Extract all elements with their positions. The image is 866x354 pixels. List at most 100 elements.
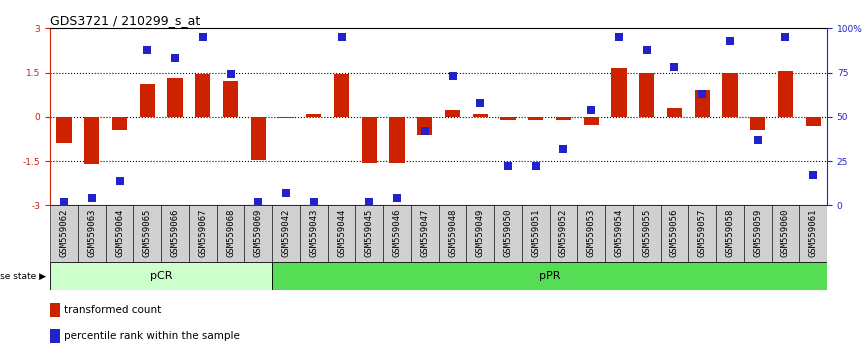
Text: GSM559061: GSM559061	[809, 208, 818, 257]
Point	[446, 73, 460, 79]
Point	[640, 47, 654, 52]
Text: GSM559058: GSM559058	[726, 208, 734, 257]
Bar	[661, 205, 688, 262]
Bar	[722, 73, 738, 117]
Text: GSM559067: GSM559067	[198, 208, 207, 257]
Bar	[578, 205, 605, 262]
Text: GSM559068: GSM559068	[226, 208, 235, 257]
Point	[362, 199, 376, 205]
Text: GSM559062: GSM559062	[60, 208, 68, 257]
Text: GSM559052: GSM559052	[559, 208, 568, 257]
Text: GSM559059: GSM559059	[753, 208, 762, 257]
Text: percentile rank within the sample: percentile rank within the sample	[64, 331, 240, 341]
Bar	[362, 117, 377, 162]
Bar	[244, 205, 272, 262]
Bar	[383, 205, 410, 262]
Bar	[556, 117, 571, 120]
Bar	[750, 117, 766, 130]
Point	[279, 190, 293, 196]
Point	[140, 47, 154, 52]
Bar	[584, 117, 599, 125]
Bar	[667, 108, 682, 117]
Bar	[688, 205, 716, 262]
Bar	[473, 114, 488, 117]
Point	[585, 107, 598, 113]
Bar	[639, 73, 655, 117]
Text: pCR: pCR	[150, 271, 172, 281]
Point	[695, 91, 709, 97]
Text: GSM559042: GSM559042	[281, 208, 290, 257]
Point	[779, 34, 792, 40]
Bar	[501, 117, 515, 120]
Bar	[106, 205, 133, 262]
Text: GSM559065: GSM559065	[143, 208, 152, 257]
Bar	[327, 205, 355, 262]
Text: GSM559063: GSM559063	[87, 208, 96, 257]
Bar	[278, 117, 294, 118]
Text: GSM559047: GSM559047	[420, 208, 430, 257]
Bar	[695, 90, 710, 117]
Bar	[84, 117, 100, 164]
Text: GSM559049: GSM559049	[475, 208, 485, 257]
Bar	[445, 110, 460, 117]
Bar	[300, 205, 327, 262]
Bar	[550, 205, 578, 262]
Bar	[494, 205, 522, 262]
Bar	[744, 205, 772, 262]
Bar	[189, 205, 216, 262]
Bar	[355, 205, 383, 262]
Bar	[805, 117, 821, 126]
Bar	[167, 79, 183, 117]
Bar	[611, 68, 627, 117]
Text: GDS3721 / 210299_s_at: GDS3721 / 210299_s_at	[50, 14, 200, 27]
Bar	[112, 117, 127, 130]
Bar	[410, 205, 439, 262]
Point	[307, 199, 320, 205]
Text: transformed count: transformed count	[64, 306, 161, 315]
Text: GSM559043: GSM559043	[309, 208, 319, 257]
Text: GSM559051: GSM559051	[531, 208, 540, 257]
Bar	[250, 117, 266, 160]
Bar	[50, 329, 60, 343]
Point	[474, 100, 488, 105]
Point	[334, 34, 348, 40]
Bar	[467, 205, 494, 262]
Bar	[133, 205, 161, 262]
Point	[196, 34, 210, 40]
Point	[85, 195, 99, 201]
Text: GSM559057: GSM559057	[698, 208, 707, 257]
Bar	[390, 117, 404, 162]
Text: GSM559056: GSM559056	[670, 208, 679, 257]
Bar	[223, 81, 238, 117]
Bar	[272, 205, 300, 262]
Point	[501, 164, 515, 169]
Text: disease state ▶: disease state ▶	[0, 272, 46, 281]
Bar	[161, 205, 189, 262]
Point	[417, 128, 431, 134]
Text: GSM559064: GSM559064	[115, 208, 124, 257]
Point	[557, 146, 571, 152]
Bar	[605, 205, 633, 262]
Point	[223, 72, 237, 77]
Text: GSM559054: GSM559054	[615, 208, 624, 257]
Text: GSM559066: GSM559066	[171, 208, 179, 257]
Bar	[50, 303, 60, 317]
Bar	[50, 262, 272, 290]
Point	[751, 137, 765, 143]
Bar	[772, 205, 799, 262]
Bar	[56, 117, 72, 143]
Text: GSM559044: GSM559044	[337, 208, 346, 257]
Point	[251, 199, 265, 205]
Bar	[78, 205, 106, 262]
Text: GSM559046: GSM559046	[392, 208, 402, 257]
Bar	[522, 205, 550, 262]
Bar	[417, 117, 432, 135]
Point	[390, 195, 404, 201]
Bar	[439, 205, 467, 262]
Bar	[307, 114, 321, 117]
Bar	[778, 71, 793, 117]
Point	[57, 199, 71, 205]
Text: GSM559045: GSM559045	[365, 208, 374, 257]
Text: GSM559048: GSM559048	[448, 208, 457, 257]
Text: GSM559055: GSM559055	[643, 208, 651, 257]
